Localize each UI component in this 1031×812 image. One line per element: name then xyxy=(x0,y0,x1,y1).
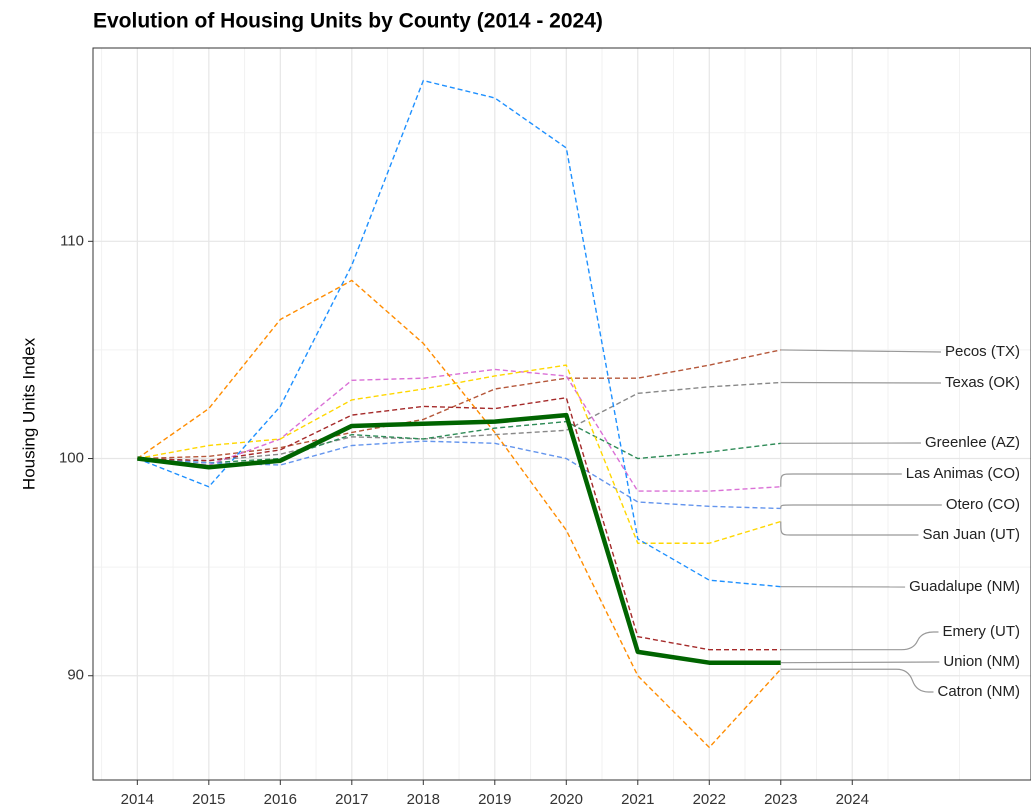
x-tick-label: 2014 xyxy=(121,791,154,808)
line-series xyxy=(136,279,782,749)
x-tick-label: 2020 xyxy=(550,791,583,808)
label-connector xyxy=(780,661,940,664)
series-label: Texas (OK) xyxy=(945,374,1020,391)
chart-title: Evolution of Housing Units by County (20… xyxy=(93,10,603,33)
label-connector xyxy=(780,349,941,353)
series-label: San Juan (UT) xyxy=(922,526,1020,543)
x-tick-label: 2016 xyxy=(264,791,297,808)
line-series xyxy=(137,79,781,588)
y-axis-title: Housing Units Index xyxy=(19,337,38,490)
line-series xyxy=(137,412,781,665)
x-tick-label: 2019 xyxy=(478,791,511,808)
line-series xyxy=(137,420,781,464)
series-label: Greenlee (AZ) xyxy=(925,434,1020,451)
x-tick-label: 2023 xyxy=(764,791,797,808)
y-tick-label: 90 xyxy=(67,667,84,684)
line-series xyxy=(137,381,781,462)
x-tick-label: 2024 xyxy=(836,791,869,808)
series-label: Otero (CO) xyxy=(946,496,1020,513)
series-label: Pecos (TX) xyxy=(945,343,1020,360)
y-tick-label: 110 xyxy=(60,232,84,249)
label-connector xyxy=(780,668,934,693)
line-series xyxy=(137,368,781,492)
y-tick-label: 100 xyxy=(59,449,84,466)
line-series xyxy=(137,349,781,460)
x-tick-label: 2018 xyxy=(407,791,440,808)
series-label: Catron (NM) xyxy=(937,683,1020,700)
series-label: Guadalupe (NM) xyxy=(909,578,1020,595)
series-label: Emery (UT) xyxy=(943,623,1021,640)
label-connector xyxy=(780,631,939,651)
line-series xyxy=(137,364,781,544)
series-label: Union (NM) xyxy=(943,653,1020,670)
label-connector xyxy=(780,521,919,536)
x-tick-label: 2022 xyxy=(693,791,726,808)
label-connector xyxy=(780,473,902,487)
series-label: Las Animas (CO) xyxy=(906,465,1020,482)
label-connector xyxy=(780,504,942,509)
x-tick-label: 2021 xyxy=(621,791,654,808)
plot-border xyxy=(92,47,1031,781)
line-series xyxy=(137,397,781,651)
x-tick-label: 2015 xyxy=(192,791,225,808)
x-tick-label: 2017 xyxy=(335,791,368,808)
